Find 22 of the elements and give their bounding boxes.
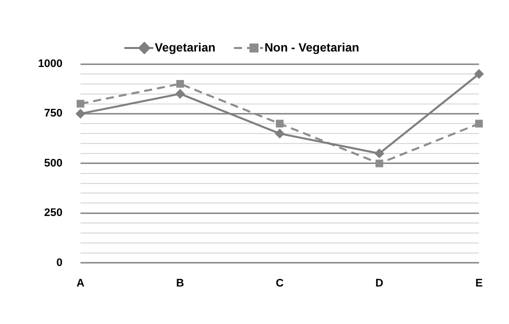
x-tick-label: E bbox=[475, 277, 483, 290]
y-tick-label: 500 bbox=[44, 157, 62, 170]
point bbox=[76, 109, 85, 118]
y-tick-label: 750 bbox=[44, 108, 62, 120]
point bbox=[76, 100, 84, 108]
point bbox=[374, 148, 384, 158]
x-tick-label: C bbox=[276, 277, 284, 290]
legend-label: Non - Vegetarian bbox=[264, 40, 360, 54]
point bbox=[475, 120, 483, 128]
point bbox=[474, 69, 484, 78]
x-tick-label: D bbox=[375, 277, 384, 290]
point bbox=[376, 160, 384, 168]
legend-label: Vegetarian bbox=[154, 40, 216, 54]
x-tick-label: A bbox=[76, 277, 84, 290]
y-tick-label: 250 bbox=[44, 207, 62, 220]
point bbox=[176, 80, 184, 88]
point bbox=[276, 120, 284, 128]
y-tick-label: 0 bbox=[56, 256, 62, 269]
x-tick-label: B bbox=[176, 277, 184, 290]
y-tick-label: 1000 bbox=[38, 58, 62, 70]
point bbox=[176, 89, 185, 98]
point bbox=[275, 129, 284, 138]
